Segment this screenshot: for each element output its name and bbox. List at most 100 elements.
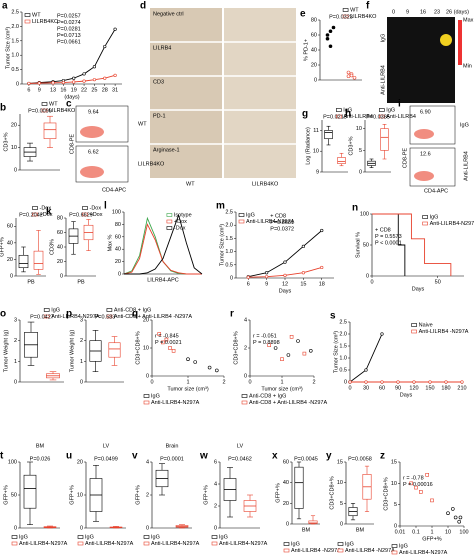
legend-label: Anti-CD8 + IgG: [249, 393, 286, 399]
y-tick-label: 0.5: [339, 367, 347, 373]
legend-label: IgG: [19, 534, 28, 540]
data-point: [457, 519, 461, 524]
data-point: [273, 346, 278, 350]
x-tick-label: 0: [248, 379, 251, 385]
y-tick-label: 2.5: [11, 9, 19, 15]
legend-swatch: [32, 206, 38, 210]
chart: a 0 0.5 1.0 1.5 2.0 2.5 6 9 13 16 19 22 25 28 31 Tumor S…: [2, 1, 122, 100]
y-tick-label: 20: [77, 459, 83, 465]
chart: p 0 1 2 3 Tumor Weight (g) Anti-CD8 + IgGAnti-…: [66, 307, 192, 385]
annotation: P=0.0274: [57, 20, 81, 26]
image-label: 16: [420, 9, 426, 15]
x-tick-label: 6: [27, 87, 30, 93]
y-tick-label: 100: [360, 211, 369, 217]
y-tick-label: 1.5: [339, 343, 347, 349]
legend-label: Isotype: [174, 212, 192, 218]
image-label: 6.62: [88, 149, 99, 155]
annotation: P=0.0257: [57, 13, 81, 19]
x-axis-label: Days: [279, 288, 292, 294]
x-tick-label: 60: [379, 385, 385, 391]
y-tick-label: 0: [16, 81, 19, 87]
x-tick-label: 90: [395, 385, 401, 391]
chart-title: LV: [237, 443, 244, 449]
image-i: [409, 105, 456, 187]
legend-label: IgG: [219, 534, 228, 540]
panel-label: q: [132, 309, 138, 320]
annotation: P=0.583: [95, 314, 116, 320]
image-label: CD3: [153, 79, 164, 85]
annotation: + CD8: [375, 227, 391, 233]
data-point: [92, 65, 97, 69]
y-tick-label: 0: [118, 271, 121, 277]
y-tick-label: 0: [230, 275, 233, 281]
y-axis-label: GFP+%: [69, 485, 75, 505]
legend-swatch: [82, 212, 88, 217]
y-tick-label: 0.5: [11, 67, 19, 73]
data-point: [246, 275, 250, 279]
data-point: [425, 472, 429, 477]
panel-label: r: [230, 309, 234, 320]
image-label: WT: [138, 121, 147, 127]
panel-label: x: [272, 451, 278, 462]
legend-label: +Dox: [90, 212, 103, 218]
y-tick-label: 4: [146, 459, 149, 465]
legend-label: IgG: [291, 541, 300, 547]
y-tick-label: 60: [311, 32, 317, 38]
y-axis-label: CD3+CD8+%: [233, 331, 239, 364]
legend-label: Anti-LILRB4: [343, 114, 373, 120]
legend-swatch: [378, 108, 385, 112]
legend-swatch: [143, 394, 150, 398]
x-tick-label: 50: [435, 279, 441, 285]
data-point: [113, 73, 117, 77]
y-tick-label: 40: [115, 247, 121, 253]
y-axis-label: CD3+%: [348, 136, 354, 155]
annotation: + CD8: [270, 213, 286, 219]
y-tick-label: 20: [57, 259, 63, 265]
image-label: Max: [463, 17, 474, 23]
panel-label: d: [140, 1, 146, 12]
data-point: [331, 25, 336, 30]
x-tick-label: 0.1: [412, 529, 420, 535]
x-axis-label: BM: [356, 527, 365, 533]
data-point: [451, 507, 455, 511]
y-tick-label: 0: [366, 273, 369, 279]
series-line: [124, 213, 203, 275]
annotation: P=0.0661: [57, 39, 81, 45]
legend-swatch: [24, 13, 31, 17]
image-label: 12.6: [420, 151, 431, 157]
data-point: [428, 380, 432, 384]
y-tick-label: 20: [311, 62, 317, 68]
chart: s 0 0.5 1.0 1.5 2.0 2.5 0 30 60 90 120 150 180 210 Tumo…: [330, 311, 469, 399]
image-label: 23: [434, 9, 440, 15]
y-axis-label: GFP+%: [135, 485, 141, 505]
legend-swatch: [422, 221, 428, 226]
y-tick-label: 0: [80, 379, 83, 385]
annotation: P=0.0281: [57, 26, 81, 32]
y-tick-label: 10: [356, 126, 362, 132]
y-tick-label: 40: [283, 480, 289, 486]
y-tick-label: 0.5: [225, 262, 233, 268]
legend-swatch: [41, 102, 48, 106]
legend-label: -Dox: [90, 205, 102, 211]
x-tick-label: 0: [348, 385, 351, 391]
y-axis-label: Max %: [107, 234, 113, 251]
legend-label: Anti-LILRB4 -N297A: [419, 329, 469, 335]
data-point: [164, 337, 169, 342]
chart: m 0 0.5 1.0 1.5 2.0 2.5 6 9 12 15 18 Tumor Size (cm³…: [216, 201, 334, 294]
legend-label: IgG: [399, 543, 408, 549]
y-axis-label: GFP+%: [275, 483, 281, 503]
y-tick-label: 5: [340, 501, 343, 507]
data-point: [72, 76, 76, 80]
data-point: [267, 343, 272, 348]
data-point: [348, 380, 352, 384]
legend-swatch: [422, 215, 428, 219]
image-label: 0: [392, 9, 395, 15]
annotation: P=0.0385: [366, 114, 390, 120]
data-point: [325, 36, 330, 41]
legend-swatch: [11, 535, 18, 539]
